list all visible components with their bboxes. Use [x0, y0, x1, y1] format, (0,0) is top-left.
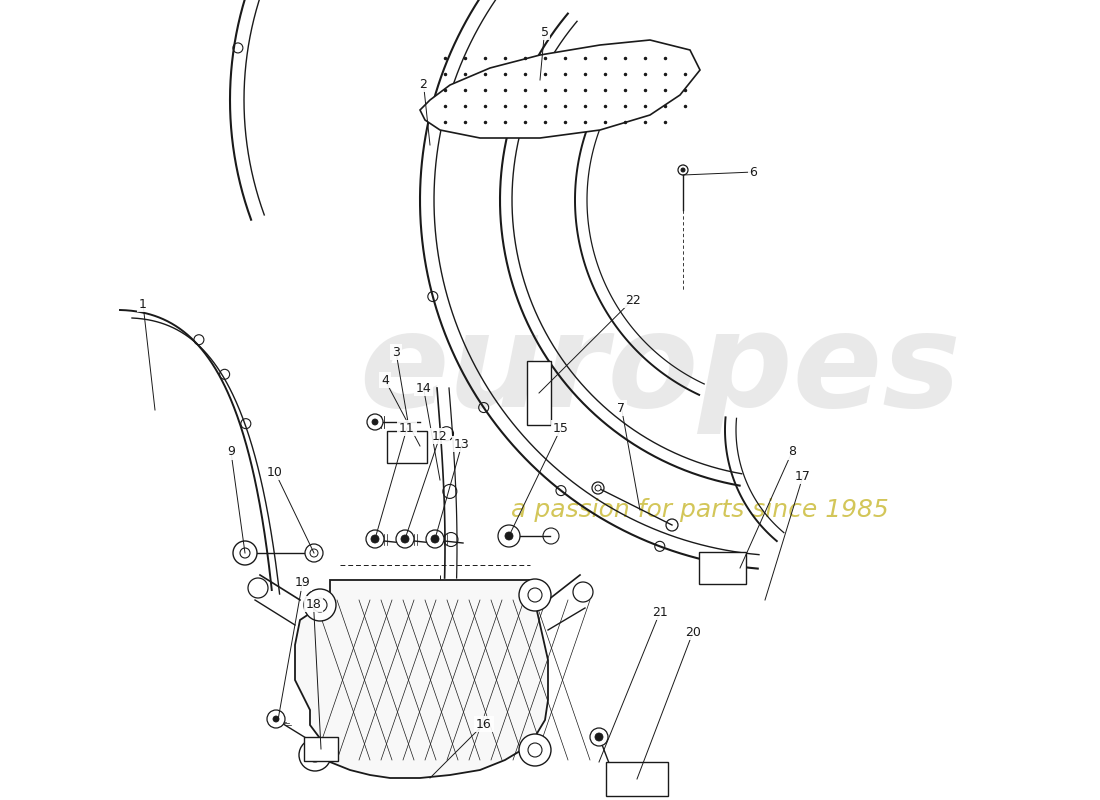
Circle shape: [528, 588, 542, 602]
Circle shape: [367, 414, 383, 430]
Text: 3: 3: [392, 346, 400, 358]
Text: 11: 11: [399, 422, 415, 434]
Polygon shape: [295, 580, 548, 778]
Circle shape: [505, 532, 513, 540]
Circle shape: [371, 535, 380, 543]
Text: 19: 19: [295, 576, 310, 589]
Text: 13: 13: [454, 438, 470, 450]
Text: 21: 21: [652, 606, 668, 618]
Circle shape: [310, 549, 318, 557]
Text: 16: 16: [476, 718, 492, 730]
Text: 9: 9: [227, 446, 235, 458]
Circle shape: [304, 589, 336, 621]
Text: a passion for parts since 1985: a passion for parts since 1985: [512, 498, 889, 522]
Text: 4: 4: [381, 374, 389, 386]
Circle shape: [299, 739, 331, 771]
Text: 5: 5: [540, 26, 549, 38]
Circle shape: [681, 168, 685, 172]
FancyBboxPatch shape: [527, 361, 551, 425]
FancyBboxPatch shape: [304, 737, 338, 761]
Circle shape: [305, 544, 323, 562]
Text: 10: 10: [267, 466, 283, 478]
Circle shape: [426, 530, 444, 548]
Circle shape: [528, 743, 542, 757]
Text: 18: 18: [306, 598, 321, 610]
Text: 1: 1: [139, 298, 147, 310]
Circle shape: [595, 485, 601, 491]
FancyBboxPatch shape: [606, 762, 668, 796]
Circle shape: [498, 525, 520, 547]
Circle shape: [678, 165, 688, 175]
Circle shape: [308, 748, 322, 762]
Text: 12: 12: [432, 430, 448, 442]
Circle shape: [402, 535, 409, 543]
Circle shape: [248, 578, 268, 598]
Circle shape: [233, 541, 257, 565]
FancyBboxPatch shape: [387, 431, 427, 463]
Circle shape: [431, 535, 439, 543]
Circle shape: [240, 548, 250, 558]
Text: 7: 7: [617, 402, 626, 414]
Circle shape: [519, 579, 551, 611]
Circle shape: [519, 734, 551, 766]
Circle shape: [396, 530, 414, 548]
Text: 8: 8: [788, 446, 796, 458]
Text: 14: 14: [416, 382, 431, 394]
Text: 6: 6: [749, 166, 758, 178]
Text: 17: 17: [795, 470, 811, 482]
Polygon shape: [420, 40, 700, 138]
Text: 22: 22: [625, 294, 640, 306]
FancyBboxPatch shape: [698, 552, 746, 584]
Text: 20: 20: [685, 626, 701, 638]
Circle shape: [372, 419, 378, 425]
Text: europes: europes: [359, 306, 961, 434]
Text: 2: 2: [419, 78, 428, 90]
Circle shape: [595, 733, 603, 741]
Text: 15: 15: [553, 422, 569, 434]
Circle shape: [273, 716, 279, 722]
Circle shape: [590, 728, 608, 746]
Circle shape: [573, 582, 593, 602]
Circle shape: [267, 710, 285, 728]
Circle shape: [366, 530, 384, 548]
Circle shape: [314, 598, 327, 612]
